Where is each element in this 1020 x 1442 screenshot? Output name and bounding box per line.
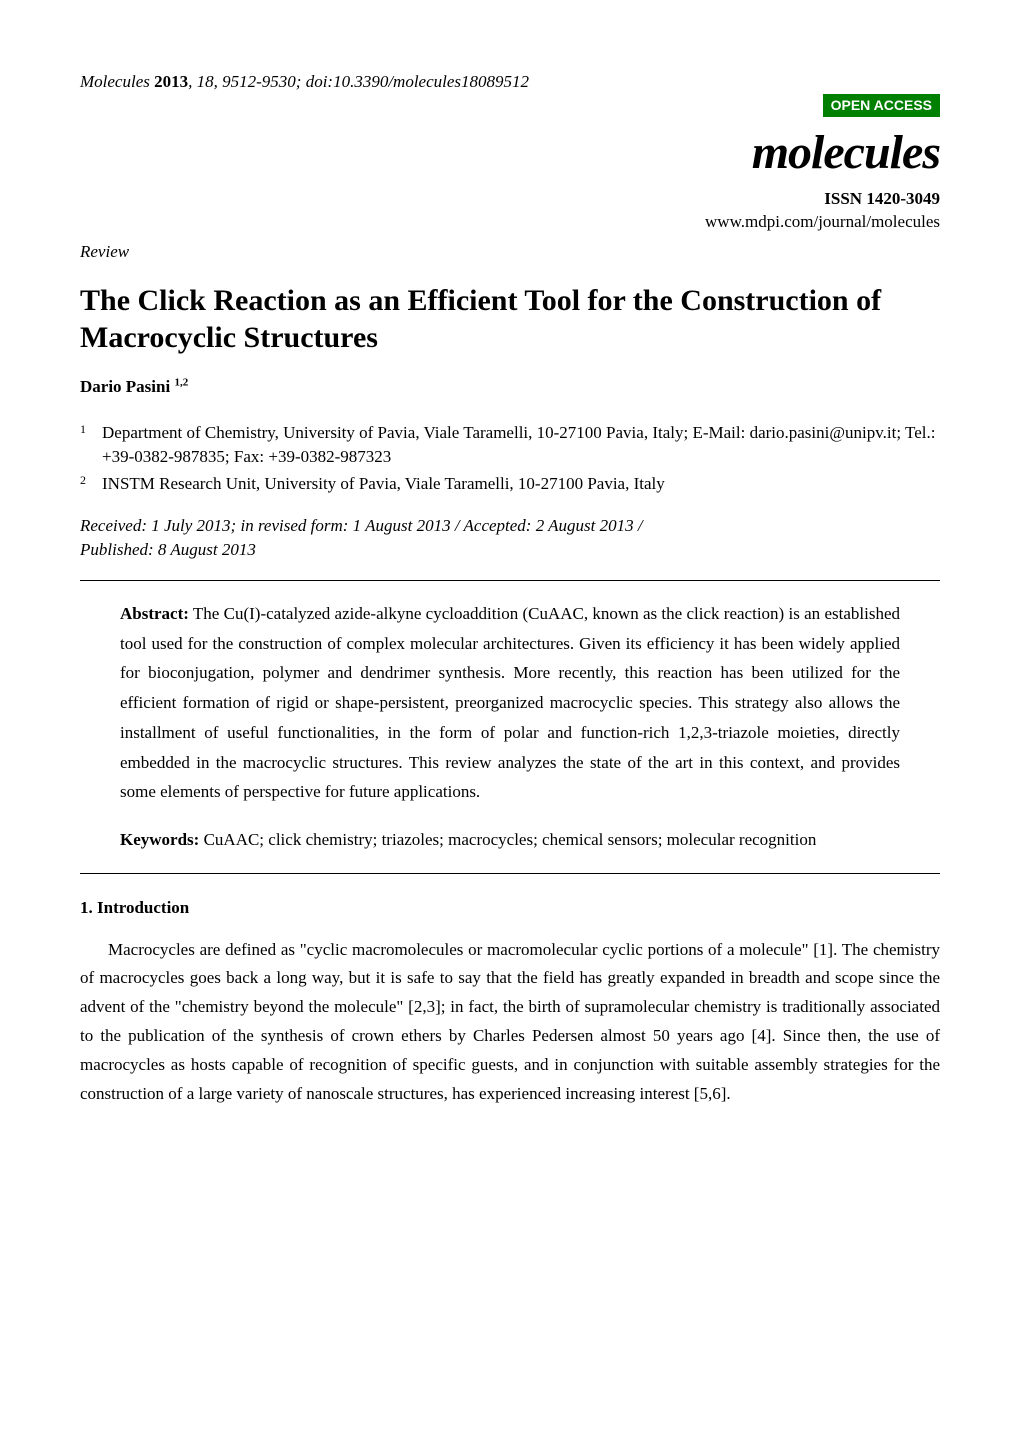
dates-line-2: Published: 8 August 2013	[80, 538, 940, 562]
year: 2013	[154, 72, 188, 91]
abstract-text: The Cu(I)-catalyzed azide-alkyne cycload…	[120, 604, 900, 802]
article-type: Review	[80, 240, 940, 264]
authors: Dario Pasini 1,2	[80, 375, 940, 399]
dates-line-1: Received: 1 July 2013; in revised form: …	[80, 514, 940, 538]
issn: ISSN 1420-3049	[80, 187, 940, 211]
pages: 9512-9530	[222, 72, 296, 91]
affil-text: Department of Chemistry, University of P…	[102, 421, 940, 469]
journal-logo-text: molecules	[80, 119, 940, 186]
abstract-section: Abstract: The Cu(I)-catalyzed azide-alky…	[80, 599, 940, 855]
section-1-paragraph: Macrocycles are defined as "cyclic macro…	[80, 936, 940, 1109]
affil-number: 1	[80, 421, 102, 469]
separator-top	[80, 580, 940, 581]
author-name: Dario Pasini	[80, 377, 170, 396]
article-dates: Received: 1 July 2013; in revised form: …	[80, 514, 940, 562]
separator-bottom	[80, 873, 940, 874]
open-access-badge: OPEN ACCESS	[823, 94, 940, 118]
abstract-paragraph: Abstract: The Cu(I)-catalyzed azide-alky…	[120, 599, 900, 807]
affiliation-2: 2 INSTM Research Unit, University of Pav…	[80, 472, 940, 496]
affil-text: INSTM Research Unit, University of Pavia…	[102, 472, 665, 496]
keywords-label: Keywords:	[120, 830, 199, 849]
journal-short: Molecules	[80, 72, 150, 91]
author-affil-sup: 1,2	[174, 376, 188, 388]
article-title: The Click Reaction as an Efficient Tool …	[80, 282, 940, 357]
journal-url: www.mdpi.com/journal/molecules	[80, 210, 940, 234]
abstract-label: Abstract:	[120, 604, 189, 623]
doi: doi:10.3390/molecules18089512	[306, 72, 529, 91]
running-header: Molecules 2013, 18, 9512-9530; doi:10.33…	[80, 70, 940, 94]
keywords-paragraph: Keywords: CuAAC; click chemistry; triazo…	[120, 825, 900, 855]
masthead: OPEN ACCESS molecules ISSN 1420-3049 www…	[80, 94, 940, 234]
keywords-text: CuAAC; click chemistry; triazoles; macro…	[204, 830, 817, 849]
section-1-heading: 1. Introduction	[80, 896, 940, 920]
affiliation-1: 1 Department of Chemistry, University of…	[80, 421, 940, 469]
affil-number: 2	[80, 472, 102, 496]
volume: 18	[197, 72, 214, 91]
